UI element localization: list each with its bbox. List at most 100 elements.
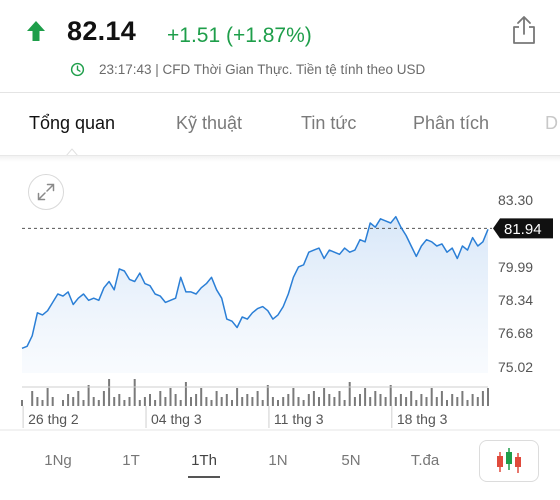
- tab-overview[interactable]: Tổng quan: [29, 113, 116, 133]
- active-tab-indicator: [66, 148, 78, 156]
- tab-bar: Tổng quan Kỹ thuật Tin tức Phân tích D: [0, 93, 560, 155]
- volume-bar: [220, 397, 223, 406]
- volume-bar: [461, 391, 464, 406]
- x-tick-label: 04 thg 3: [151, 411, 202, 427]
- volume-bar: [312, 391, 315, 406]
- range-1-month[interactable]: 1Th: [191, 452, 217, 469]
- chart-type-button[interactable]: [479, 440, 539, 482]
- volume-bar: [21, 400, 23, 406]
- y-tick-label: 83.30: [498, 192, 533, 208]
- volume-bar: [51, 397, 54, 406]
- volume-bar: [323, 388, 326, 406]
- volume-bar: [174, 394, 177, 406]
- range-1-day[interactable]: 1Ng: [44, 452, 72, 469]
- volume-bar: [302, 400, 305, 406]
- x-tick-label: 26 thg 2: [28, 411, 79, 427]
- volume-bar: [338, 391, 341, 406]
- volume-bar: [67, 394, 70, 406]
- tab-technical[interactable]: Kỹ thuật: [176, 113, 243, 133]
- price: 82.14: [67, 16, 137, 46]
- tab-analysis[interactable]: Phân tích: [413, 113, 490, 133]
- price-change: +1.51 (+1.87%): [167, 24, 312, 47]
- volume-bar: [205, 397, 208, 406]
- current-value-badge: [493, 218, 553, 239]
- volume-bar: [246, 394, 249, 406]
- volume-bar: [210, 400, 213, 406]
- y-tick-label: 78.34: [498, 292, 533, 308]
- volume-bar: [72, 397, 75, 406]
- volume-bar: [82, 400, 85, 406]
- volume-bar: [410, 391, 413, 406]
- y-tick-label: 79.99: [498, 259, 533, 275]
- volume-bar: [389, 385, 392, 406]
- volume-bar: [425, 397, 428, 406]
- range-1-week[interactable]: 1T: [122, 452, 140, 469]
- expand-chart-button[interactable]: [28, 174, 64, 210]
- volume-bar: [451, 394, 454, 406]
- tab-more[interactable]: D: [545, 113, 558, 133]
- volume-bar: [236, 388, 239, 406]
- volume-bar: [128, 397, 131, 406]
- volume-bar: [405, 397, 408, 406]
- active-range-indicator: [188, 476, 220, 478]
- volume-bar: [379, 394, 382, 406]
- range-5-year[interactable]: 5N: [341, 452, 361, 469]
- volume-bar: [466, 400, 469, 406]
- volume-bar: [353, 397, 356, 406]
- price-line: [21, 215, 489, 349]
- volume-bar: [46, 388, 49, 406]
- volume-bar: [200, 388, 203, 406]
- arrow-up-icon: [27, 21, 45, 41]
- volume-bar: [266, 385, 269, 406]
- volume-bar: [154, 400, 157, 406]
- quote-header: 82.14 +1.51 (+1.87%) 23:17:43 | CFD Thời…: [0, 0, 560, 92]
- volume-bar: [215, 391, 218, 406]
- volume-bar: [231, 400, 233, 406]
- expand-icon: [37, 183, 55, 201]
- volume-bar: [159, 391, 162, 406]
- volume-bar: [415, 400, 418, 406]
- volume-bar: [271, 397, 274, 406]
- volume-bar: [394, 397, 397, 406]
- volume-bar: [123, 400, 126, 406]
- candlestick-icon: [497, 448, 521, 473]
- volume-bar: [364, 388, 367, 406]
- volume-bar: [241, 397, 244, 406]
- tab-news[interactable]: Tin tức: [301, 113, 357, 133]
- volume-bar: [164, 397, 167, 406]
- volume-bar: [456, 397, 459, 406]
- volume-bar: [92, 397, 95, 406]
- volume-bar: [435, 397, 438, 406]
- volume-bar: [297, 397, 300, 406]
- share-icon[interactable]: [510, 14, 538, 46]
- volume-bar: [481, 391, 484, 406]
- volume-bar: [118, 394, 121, 406]
- volume-bar: [399, 394, 402, 406]
- volume-bar: [328, 394, 331, 406]
- status-row: 23:17:43 | CFD Thời Gian Thực. Tiền tệ t…: [70, 60, 425, 78]
- volume-bar: [471, 394, 474, 406]
- volume-bar: [348, 382, 351, 406]
- divider: [0, 155, 560, 156]
- range-max[interactable]: T.đa: [410, 452, 440, 469]
- volume-bar: [343, 400, 346, 406]
- divider-shadow: [0, 156, 560, 162]
- volume-bar: [487, 388, 489, 406]
- volume-bar: [251, 397, 254, 406]
- range-1-year[interactable]: 1N: [268, 452, 288, 469]
- price-area: [22, 216, 488, 373]
- volume-bar: [307, 394, 310, 406]
- volume-bar: [318, 397, 320, 406]
- volume-bar: [36, 397, 39, 406]
- volume-bar: [179, 400, 182, 406]
- volume-bar: [77, 391, 80, 406]
- volume-bar: [138, 400, 141, 406]
- volume-bar: [108, 379, 111, 406]
- volume-bar: [359, 394, 361, 406]
- clock-icon: [70, 62, 85, 76]
- volume-bar: [374, 391, 377, 406]
- volume-bar: [102, 391, 105, 406]
- volume-bar: [149, 394, 151, 406]
- volume-bar: [440, 391, 443, 406]
